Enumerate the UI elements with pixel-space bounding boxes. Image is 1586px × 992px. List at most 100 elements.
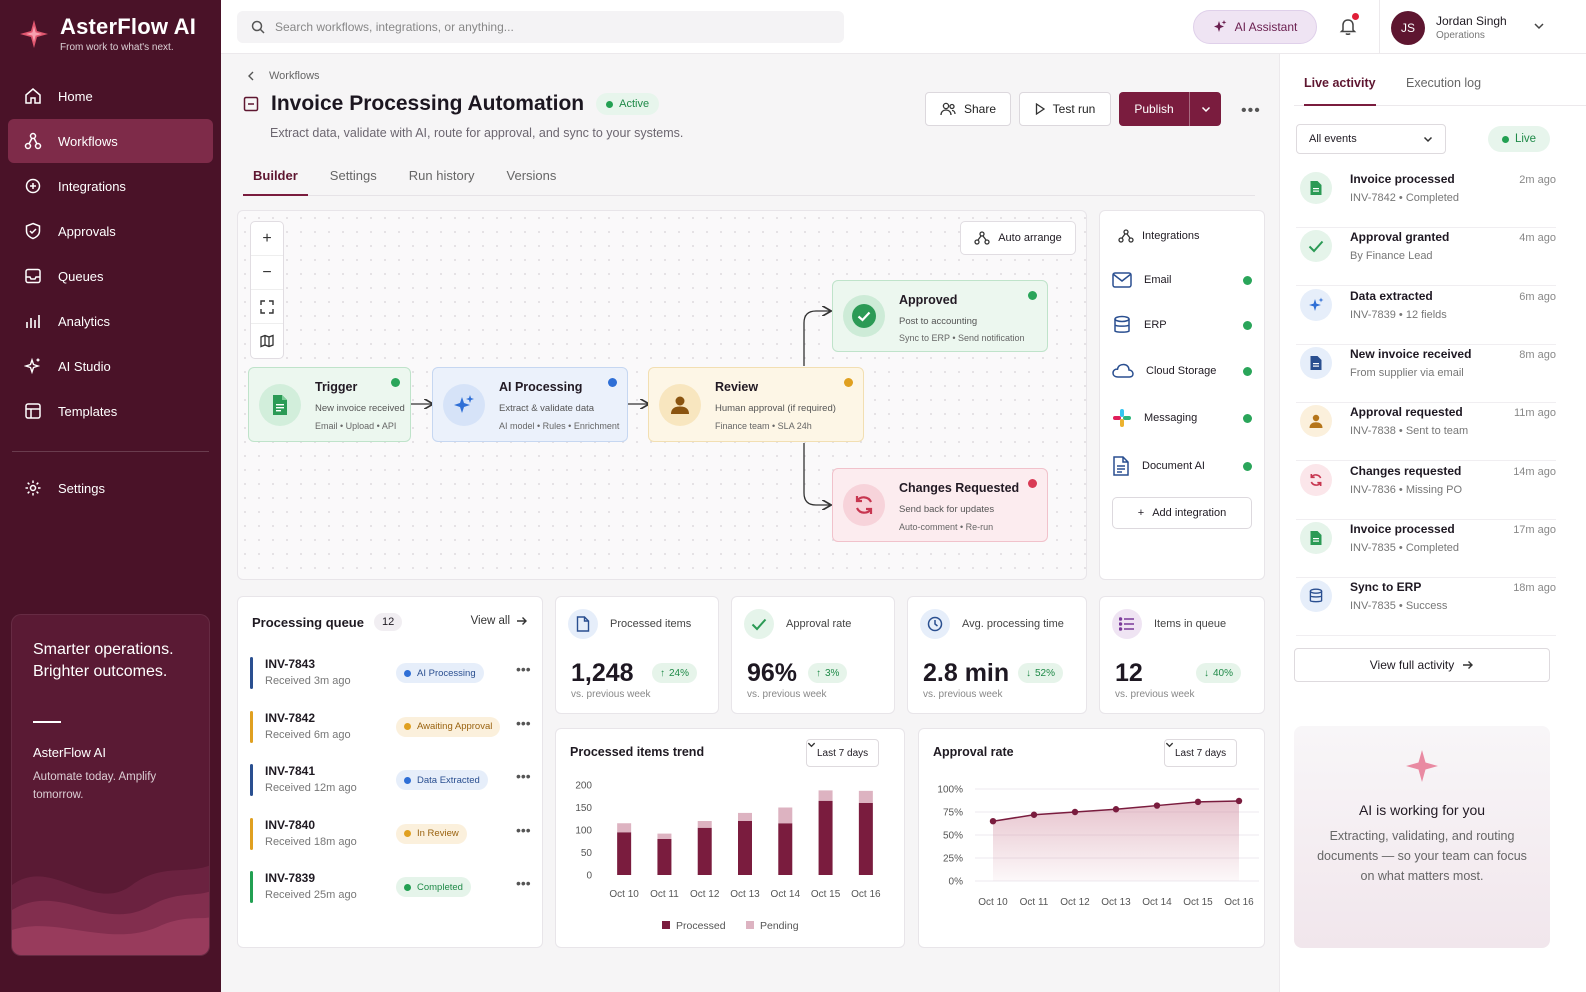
test-run-button[interactable]: Test run	[1019, 92, 1111, 126]
template-icon	[24, 402, 42, 420]
search-input[interactable]	[275, 20, 815, 34]
list-item[interactable]: Invoice processed INV-7835 • Completed 1…	[1296, 520, 1556, 578]
sidebar-item-approvals[interactable]: Approvals	[8, 209, 213, 253]
table-row[interactable]: INV-7843 Received 3m ago AI Processing •…	[250, 655, 532, 693]
node-trigger[interactable]: Trigger New invoice received Email • Upl…	[248, 367, 411, 442]
more-options-icon[interactable]: •••	[516, 821, 531, 838]
event-filter-select[interactable]: All events	[1296, 124, 1446, 154]
brand[interactable]: AsterFlow AI From work to what's next.	[18, 14, 196, 53]
arrow-right-icon	[517, 617, 527, 625]
fit-screen-icon[interactable]	[251, 290, 283, 324]
sparkle-icon	[1406, 750, 1438, 782]
table-row[interactable]: INV-7839 Received 25m ago Completed •••	[250, 869, 532, 907]
node-review[interactable]: Review Human approval (if required) Fina…	[648, 367, 864, 442]
breadcrumb-workflows[interactable]: Workflows	[269, 70, 320, 82]
sidebar-item-ai-studio[interactable]: AI Studio	[8, 344, 213, 388]
sidebar-item-integrations[interactable]: Integrations	[8, 164, 213, 208]
integration-cloud-storage[interactable]: Cloud Storage	[1112, 356, 1252, 386]
more-options-icon[interactable]: •••	[516, 875, 531, 891]
ai-assistant-button[interactable]: AI Assistant	[1193, 10, 1317, 44]
table-row[interactable]: INV-7842 Received 6m ago Awaiting Approv…	[250, 709, 532, 747]
bell-icon[interactable]	[1338, 16, 1358, 36]
breadcrumb[interactable]: Workflows	[247, 70, 320, 82]
table-row[interactable]: INV-7841 Received 12m ago Data Extracted…	[250, 762, 532, 800]
more-options-icon[interactable]: •••	[516, 768, 531, 784]
sidebar-divider	[12, 451, 209, 452]
more-options-icon[interactable]: •••	[516, 714, 531, 731]
integration-messaging[interactable]: Messaging	[1112, 403, 1252, 433]
promo-wave-graphic	[12, 865, 209, 955]
received-time: Received 12m ago	[265, 782, 357, 794]
tab-execution-log[interactable]: Execution log	[1406, 76, 1482, 90]
share-button[interactable]: Share	[925, 92, 1011, 126]
more-options-icon[interactable]: •••	[516, 661, 531, 677]
node-status-dot	[1028, 479, 1037, 488]
page-subtitle: Extract data, validate with AI, route fo…	[270, 126, 684, 140]
activity-title: Approval requested	[1350, 405, 1463, 420]
add-integration-button[interactable]: + Add integration	[1112, 497, 1252, 529]
activity-time: 17m ago	[1513, 523, 1556, 536]
bar-processed	[778, 823, 793, 875]
more-options-icon[interactable]: •••	[1241, 102, 1261, 119]
auto-arrange-button[interactable]: Auto arrange	[960, 221, 1076, 255]
publish-dropdown[interactable]	[1189, 92, 1221, 126]
sidebar-item-analytics[interactable]: Analytics	[8, 299, 213, 343]
node-changes-requested[interactable]: Changes Requested Send back for updates …	[832, 468, 1048, 542]
list-item[interactable]: Invoice processed INV-7842 • Completed 2…	[1296, 170, 1556, 228]
list-item[interactable]: Approval granted By Finance Lead 4m ago	[1296, 228, 1556, 287]
event-filter-label: All events	[1309, 133, 1357, 145]
sidebar-item-home[interactable]: Home	[8, 74, 213, 118]
avatar[interactable]: JS	[1391, 11, 1425, 45]
document-icon	[259, 383, 301, 426]
list-item[interactable]: New invoice received From supplier via e…	[1296, 345, 1556, 403]
user-name[interactable]: Jordan Singh	[1436, 14, 1507, 28]
tab-live-activity[interactable]: Live activity	[1304, 76, 1376, 106]
chevron-left-icon[interactable]	[247, 71, 255, 81]
page-title: Invoice Processing Automation	[271, 92, 585, 115]
workflow-canvas[interactable]: + − Auto arrange Trigger New invoice rec…	[237, 210, 1087, 580]
view-full-activity-button[interactable]: View full activity	[1294, 648, 1550, 682]
invoice-id: INV-7842	[265, 710, 316, 725]
collapse-panel-icon[interactable]	[243, 96, 259, 112]
zoom-in-icon[interactable]: +	[251, 222, 283, 256]
publish-button[interactable]: Publish	[1119, 92, 1221, 126]
node-approved[interactable]: Approved Post to accounting Sync to ERP …	[832, 280, 1048, 352]
invoice-id: INV-7840	[265, 817, 316, 832]
tab-builder[interactable]: Builder	[243, 162, 308, 196]
range-select[interactable]: Last 7 days	[806, 739, 880, 767]
kpi-sub: vs. previous week	[923, 689, 1003, 700]
integration-email[interactable]: Email	[1112, 265, 1252, 295]
node-ai-processing[interactable]: AI Processing Extract & validate data AI…	[432, 367, 628, 442]
tab-versions[interactable]: Versions	[506, 168, 557, 183]
integration-label: Cloud Storage	[1146, 365, 1217, 377]
data-point	[1153, 802, 1161, 809]
list-item[interactable]: Sync to ERP INV-7835 • Success 18m ago	[1296, 578, 1556, 637]
tab-settings[interactable]: Settings	[329, 168, 377, 183]
topbar: AI Assistant JS Jordan Singh Operations	[221, 0, 1586, 54]
sidebar-item-templates[interactable]: Templates	[8, 389, 213, 433]
list-item[interactable]: Data extracted INV-7839 • 12 fields 6m a…	[1296, 287, 1556, 345]
tab-run-history[interactable]: Run history	[408, 168, 475, 183]
list-item[interactable]: Changes requested INV-7836 • Missing PO …	[1296, 462, 1556, 520]
chevron-down-icon[interactable]	[1533, 20, 1545, 32]
sidebar-item-queues[interactable]: Queues	[8, 254, 213, 298]
list-item[interactable]: Approval requested INV-7838 • Sent to te…	[1296, 403, 1556, 462]
sidebar-item-workflows[interactable]: Workflows	[8, 119, 213, 163]
integration-document-ai[interactable]: Document AI	[1112, 451, 1252, 481]
zoom-out-icon[interactable]: −	[251, 256, 283, 290]
legend-label: Processed	[676, 920, 726, 932]
table-row[interactable]: INV-7840 Received 18m ago In Review •••	[250, 816, 532, 854]
search-bar[interactable]	[237, 11, 844, 43]
sidebar-item-settings[interactable]: Settings	[8, 466, 213, 510]
integration-erp[interactable]: ERP	[1112, 310, 1252, 340]
node-meta: Auto-comment • Re-run	[899, 522, 994, 532]
user-icon	[659, 383, 701, 426]
minimap-icon[interactable]	[251, 324, 283, 358]
connector-lines	[411, 211, 1088, 581]
view-all-link[interactable]: View all	[471, 615, 528, 627]
range-select[interactable]: Last 7 days	[1164, 739, 1238, 767]
status-dot	[1243, 366, 1252, 376]
ai-working-desc: Extracting, validating, and routing docu…	[1317, 829, 1527, 883]
view-all-label: View all	[470, 615, 510, 627]
node-meta: Email • Upload • API	[315, 421, 397, 431]
